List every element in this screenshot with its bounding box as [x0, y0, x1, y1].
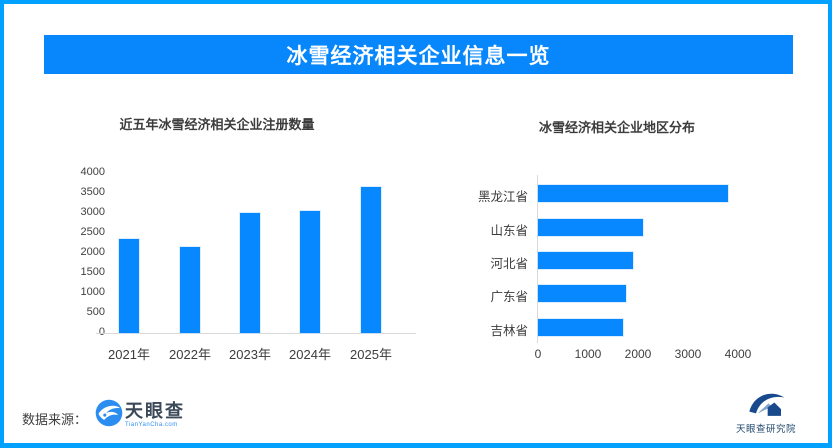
page-title-banner: 冰雪经济相关企业信息一览: [44, 35, 793, 74]
x-axis-tick-0: 0: [534, 347, 542, 361]
y-axis-tick-0: 0: [98, 326, 105, 338]
tianyancha-eye-icon: [95, 399, 123, 427]
y-axis-label-河北省: 河北省: [490, 257, 528, 271]
y-axis-tick-3000: 3000: [80, 206, 105, 218]
y-axis-label-黑龙江省: 黑龙江省: [477, 190, 528, 204]
x-axis-tick-4000: 4000: [724, 347, 752, 361]
x-axis-tick-2000: 2000: [624, 347, 652, 361]
y-axis-tick-1500: 1500: [80, 266, 105, 278]
y-axis-tick-2500: 2500: [80, 226, 105, 238]
research-institute-label: 天眼查研究院: [735, 424, 796, 435]
y-axis-label-广东省: 广东省: [490, 290, 528, 304]
tianyancha-logo-domain: TianYanCha.com: [125, 422, 178, 428]
y-axis-tick-4000: 4000: [80, 166, 105, 178]
y-axis-tick-500: 500: [86, 306, 105, 318]
x-axis-label-2025年: 2025年: [350, 347, 392, 362]
bar-河北省: [538, 252, 633, 269]
y-axis-label-山东省: 山东省: [490, 224, 528, 238]
y-axis-line: [537, 175, 538, 343]
research-institute-logo: 天眼查研究院: [726, 390, 806, 435]
bar-山东省: [538, 219, 643, 236]
bar-2024年: [300, 211, 320, 333]
y-axis-tick-2000: 2000: [80, 246, 105, 258]
research-institute-icon: [749, 393, 785, 416]
right-chart-title: 冰雪经济相关企业地区分布: [538, 120, 695, 135]
x-axis-tick-1000: 1000: [574, 347, 602, 361]
tianyancha-logo-name: 天眼查: [125, 401, 186, 421]
tianyancha-logo-text-block: 天眼查 TianYanCha.com: [125, 401, 186, 429]
bar-广东省: [538, 285, 626, 302]
page-title: 冰雪经济相关企业信息一览: [286, 44, 551, 68]
tianyancha-logo: 天眼查 TianYanCha.com: [95, 399, 185, 428]
bar-黑龙江省: [538, 185, 728, 202]
bar-2023年: [240, 213, 260, 333]
y-axis-tick-3500: 3500: [80, 186, 105, 198]
x-axis-line: [96, 333, 416, 334]
x-axis-label-2024年: 2024年: [289, 347, 331, 362]
bar-吉林省: [538, 319, 623, 336]
left-chart-title: 近五年冰雪经济相关企业注册数量: [119, 117, 315, 132]
x-axis-tick-3000: 3000: [674, 347, 702, 361]
y-axis-label-吉林省: 吉林省: [490, 324, 528, 338]
x-axis-label-2021年: 2021年: [108, 347, 150, 362]
bar-2025年: [361, 187, 381, 333]
data-source: 数据来源： 天眼查 TianYanCha.com: [22, 399, 185, 428]
bar-2022年: [180, 247, 200, 333]
bar-2021年: [119, 239, 139, 333]
y-axis-tick-1000: 1000: [80, 286, 105, 298]
data-source-label: 数据来源：: [22, 412, 88, 427]
x-axis-label-2022年: 2022年: [169, 347, 211, 362]
x-axis-label-2023年: 2023年: [229, 347, 271, 362]
